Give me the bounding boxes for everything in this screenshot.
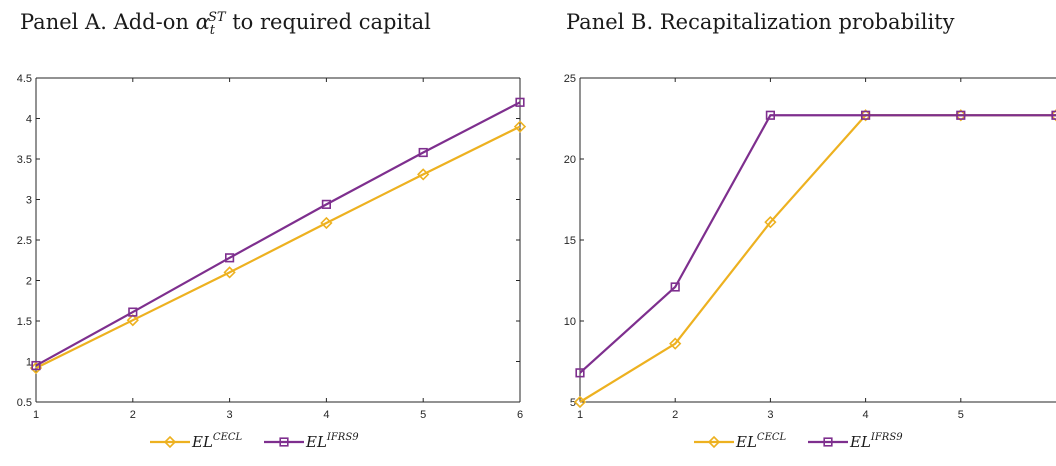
panel-a-y-tick-label: 4: [26, 114, 32, 126]
panel-b-y-tick-label: 5: [570, 397, 576, 409]
panel-b-ifrs9-line: [579, 114, 1056, 374]
panel-b-legend-cecl-marker: [707, 435, 721, 449]
panel-b-x-tick-label: 4: [863, 409, 869, 421]
panel-b-cecl-point: [764, 216, 777, 229]
panel-b-x-tick-label: 5: [958, 409, 964, 421]
panel-a-y-tick-label: 4.5: [17, 73, 32, 85]
panel-a-x-tick-label: 5: [420, 409, 426, 421]
panel-b-cecl-point: [573, 395, 587, 409]
panel-a-ifrs9-line: [35, 101, 521, 367]
panel-b-title: Panel B. Recapitalization probability: [566, 10, 955, 34]
panel-a-x-tick-label: 4: [323, 409, 329, 421]
panel-b-x-tick-label: 3: [767, 409, 773, 421]
panel-a-cecl-point: [417, 168, 430, 181]
panel-b-ifrs9-point: [670, 282, 680, 292]
panel-b-ifrs9-point: [765, 110, 775, 120]
panel-a-x-tick-label: 2: [130, 409, 136, 421]
panel-a-cecl-point: [126, 314, 139, 327]
panel-a-y-tick-label: 2.5: [17, 235, 32, 247]
panel-b-legend-ifrs9-marker: [823, 437, 833, 447]
panel-a-x-tick-label: 1: [33, 409, 39, 421]
panel-a-y-tick-label: 3.5: [17, 154, 32, 166]
panel-b-y-tick-label: 20: [564, 154, 576, 166]
panel-a-legend-cecl-marker: [163, 435, 177, 449]
panel-b-y-tick-label: 25: [564, 73, 576, 85]
panel-a-ifrs9-point: [321, 199, 332, 209]
panel-b-x-tick-label: 2: [672, 409, 678, 421]
panel-a-y-tick-label: 1: [26, 357, 32, 369]
panel-b-ifrs9-point: [575, 368, 585, 378]
panel-a-ifrs9-point: [515, 97, 525, 107]
panel-a-title: Panel A. Add-on αtST to required capital: [20, 10, 431, 39]
panel-b-chart: 1 2 3 4 5 5 10 15 20 25 ELCECL ELIFRS9: [564, 73, 1056, 451]
panel-a-x-tick-label: 3: [227, 409, 233, 421]
panel-a-legend-ifrs9-marker: [279, 437, 289, 447]
panel-b-legend-cecl-label: ELCECL: [735, 432, 787, 451]
panel-b-cecl-point: [669, 337, 682, 350]
panel-a-cecl-point: [223, 266, 236, 279]
panel-b-legend-ifrs9-label: ELIFRS9: [849, 432, 903, 451]
panel-a-y-tick-label: 0.5: [17, 397, 32, 409]
panel-a-ifrs9-point: [128, 307, 138, 317]
panel-a-legend-ifrs9-label: ELIFRS9: [305, 432, 359, 451]
panel-a-y-tick-label: 1.5: [17, 316, 32, 328]
panel-b-y-tick-label: 10: [564, 316, 576, 328]
panel-a-ifrs9-point: [225, 253, 235, 263]
panel-a-y-tick-label: 2: [26, 276, 32, 288]
panel-b-ifrs9-point: [860, 110, 871, 120]
panel-a-x-tick-label: 6: [517, 409, 523, 421]
panel-b-y-tick-label: 15: [564, 235, 576, 247]
panel-b-cecl-line: [579, 114, 1056, 403]
panel-b-x-tick-label: 1: [577, 409, 583, 421]
panel-a-y-tick-label: 3: [26, 195, 32, 207]
panel-a-ifrs9-point: [31, 360, 41, 371]
panel-b-ifrs9-point: [956, 110, 966, 120]
panel-a-cecl-line: [35, 125, 521, 369]
panel-a-cecl-point: [320, 216, 333, 230]
panel-a-ifrs9-point: [418, 147, 428, 158]
panel-a-cecl-point: [513, 120, 527, 133]
panel-a-legend-cecl-label: ELCECL: [191, 432, 243, 451]
